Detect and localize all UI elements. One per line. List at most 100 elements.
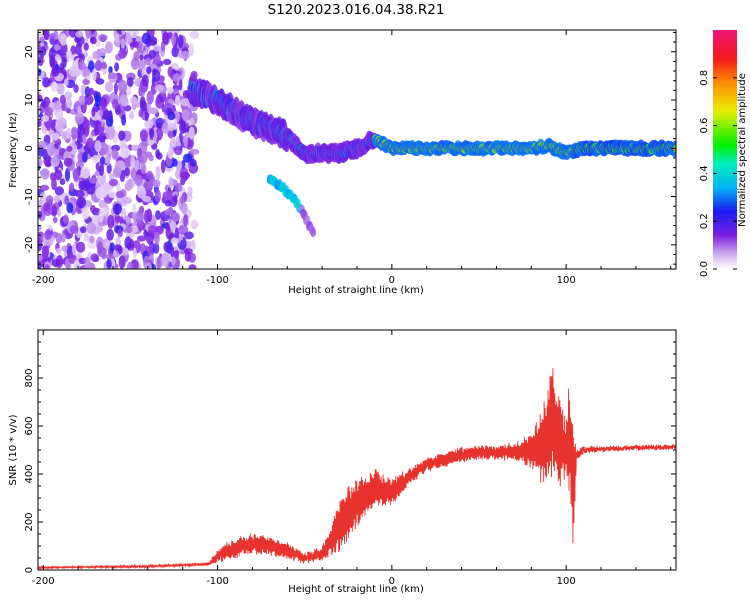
heatmap-cell <box>84 86 91 98</box>
heatmap-cell <box>180 171 190 180</box>
heatmap-cell <box>42 77 51 88</box>
heatmap-cell <box>171 30 181 35</box>
heatmap-cell <box>61 56 67 69</box>
heatmap-cell <box>164 200 172 207</box>
heatmap-cell <box>108 66 113 74</box>
heatmap-cell <box>119 93 129 106</box>
heatmap-cell <box>50 81 58 92</box>
heatmap-cell <box>163 241 170 253</box>
colorbar-tick-label: 0.6 <box>699 118 710 134</box>
heatmap-cell <box>99 48 107 57</box>
heatmap-cell <box>59 33 67 46</box>
heatmap-cell <box>66 202 74 214</box>
heatmap-cell <box>102 182 111 192</box>
heatmap-cell <box>93 126 100 136</box>
heatmap-cell <box>53 30 59 41</box>
heatmap-cell <box>152 45 161 52</box>
heatmap-cell <box>185 240 192 250</box>
heatmap-cell <box>124 236 132 250</box>
y-tick-label: 400 <box>24 464 35 483</box>
heatmap-cell <box>129 30 139 39</box>
heatmap-cell <box>177 34 184 48</box>
heatmap-cell <box>167 122 175 132</box>
heatmap-cell <box>61 103 66 112</box>
heatmap-cell <box>125 179 135 190</box>
heatmap-cell <box>65 263 72 269</box>
y-tick-label: -10 <box>24 188 35 204</box>
heatmap-cell <box>75 189 85 198</box>
heatmap-cell <box>99 109 104 117</box>
heatmap-cell <box>133 51 140 62</box>
heatmap-cell <box>139 129 148 142</box>
heatmap-cell <box>167 66 174 78</box>
heatmap-cell <box>134 159 140 171</box>
heatmap-cell <box>160 159 166 174</box>
heatmap-cell <box>73 84 79 93</box>
colorbar: 0.0 0.2 0.4 0.6 0.8 Normalized spectral ampl… <box>699 30 748 277</box>
heatmap-cell <box>105 81 114 93</box>
heatmap-cell <box>91 154 101 164</box>
heatmap-cell <box>54 54 61 62</box>
y-tick-label: 600 <box>24 416 35 435</box>
heatmap-cell <box>40 168 50 180</box>
heatmap-cell <box>155 127 163 141</box>
heatmap-cell <box>130 96 138 104</box>
heatmap-cell <box>171 46 180 58</box>
heatmap-cell <box>105 41 113 54</box>
heatmap-cell <box>48 47 56 61</box>
heatmap-cell <box>162 190 173 201</box>
heatmap-cell <box>140 162 146 174</box>
heatmap-cell <box>130 154 136 169</box>
heatmap-cell <box>74 112 85 125</box>
heatmap-cell <box>118 79 128 94</box>
heatmap-cell <box>96 241 103 254</box>
x-tick-label: -200 <box>32 275 55 286</box>
heatmap-cell <box>43 256 51 264</box>
heatmap-cell <box>62 214 69 224</box>
heatmap-cell <box>173 250 180 259</box>
heatmap-cell <box>162 58 172 66</box>
heatmap-cell <box>38 201 42 214</box>
heatmap-cell <box>118 48 127 59</box>
heatmap-cell <box>156 256 161 269</box>
heatmap-cell <box>84 119 90 132</box>
heatmap-cell <box>160 252 170 267</box>
heatmap-cell <box>78 180 86 191</box>
y-tick-label: 20 <box>24 45 35 58</box>
heatmap-cell <box>70 126 79 140</box>
heatmap-cell <box>168 176 174 189</box>
heatmap-cell <box>139 100 147 112</box>
heatmap-cell <box>89 87 94 96</box>
heatmap-cell <box>154 189 161 203</box>
heatmap-cell <box>144 151 153 158</box>
heatmap-cell <box>41 100 47 108</box>
heatmap-cell <box>43 202 51 212</box>
heatmap-cell <box>126 261 134 269</box>
heatmap-cell <box>43 30 50 41</box>
heatmap-cell <box>90 36 97 45</box>
figure-title: S120.2023.016.04.38.R21 <box>268 2 445 18</box>
snr-series-line <box>38 368 676 570</box>
heatmap-cell <box>184 231 194 240</box>
heatmap-cell <box>180 196 185 205</box>
heatmap-cell <box>75 30 84 38</box>
heatmap-cell <box>178 78 183 91</box>
heatmap-cell <box>91 107 96 117</box>
heatmap-cell <box>188 43 194 57</box>
heatmap-cell <box>78 95 86 106</box>
heatmap-cell <box>121 197 132 204</box>
heatmap-cell <box>134 174 143 186</box>
heatmap-cell <box>83 94 94 106</box>
heatmap-cell <box>143 209 150 224</box>
heatmap-cell <box>66 145 73 152</box>
heatmap-cell <box>92 50 101 60</box>
heatmap-cell <box>95 187 104 199</box>
heatmap-cell <box>49 132 60 141</box>
x-tick-label: -200 <box>32 576 55 587</box>
heatmap-cell <box>152 179 161 188</box>
heatmap-cell <box>154 231 160 245</box>
heatmap-cell <box>64 167 71 182</box>
heatmap-cell <box>180 98 190 107</box>
colorbar-tick-label: 0.2 <box>699 213 710 229</box>
